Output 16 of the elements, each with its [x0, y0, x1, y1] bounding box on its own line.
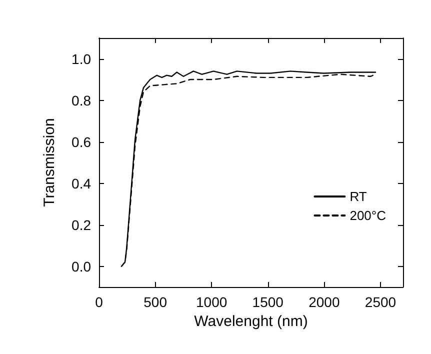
- y-tick-label: 0.6: [72, 134, 92, 150]
- x-axis-title: Wavelenght (nm): [194, 312, 308, 330]
- x-tick-label: 2500: [364, 294, 396, 310]
- y-tick-label: 0.8: [72, 92, 92, 108]
- legend-label: 200°C: [350, 208, 386, 223]
- x-tick-label: 1000: [196, 294, 228, 310]
- x-tick-label: 0: [95, 294, 104, 310]
- x-tick-label: 500: [144, 294, 168, 310]
- y-tick-label: 1.0: [72, 50, 92, 67]
- x-tick-label: 2000: [308, 294, 340, 310]
- y-tick-label: 0.4: [72, 175, 92, 192]
- y-tick-label: 0.2: [72, 216, 92, 233]
- y-tick-label: 0.0: [72, 258, 92, 274]
- y-axis-title: Transmission: [41, 118, 58, 207]
- x-tick-label: 1500: [252, 294, 284, 310]
- legend-label: RT: [350, 189, 367, 204]
